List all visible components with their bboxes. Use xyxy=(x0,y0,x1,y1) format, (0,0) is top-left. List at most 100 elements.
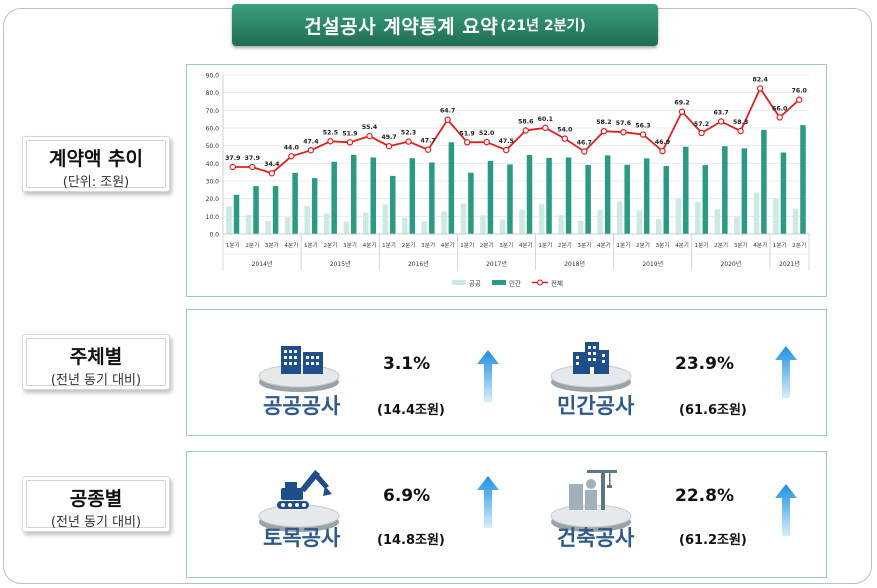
total-point xyxy=(346,139,354,146)
public-bar xyxy=(304,206,310,234)
total-series-line xyxy=(232,86,800,175)
total-point xyxy=(659,147,666,155)
total-data-label: 64.7 xyxy=(440,108,455,115)
y-tick-label: 30.0 xyxy=(206,179,220,186)
y-tick-label: 10.0 xyxy=(206,214,220,221)
private-bar xyxy=(311,178,318,234)
pedestal-icon xyxy=(258,504,340,532)
pedestal-icon xyxy=(550,504,632,532)
year-label: 2014년 xyxy=(252,260,273,268)
private-bar xyxy=(292,172,298,234)
page-subtitle: (21년 2분기) xyxy=(500,18,586,34)
total-data-label: 37.9 xyxy=(245,155,260,162)
public-bar xyxy=(421,221,428,234)
private-bar xyxy=(780,152,787,234)
legend-total-label: 전체 xyxy=(551,279,563,288)
trend-unit: (단위: 조원) xyxy=(62,175,130,190)
y-tick-label: 50.0 xyxy=(206,143,220,150)
public-works-amount: (14.4조원) xyxy=(377,403,445,418)
y-tick-label: 60.0 xyxy=(206,126,220,133)
public-bar xyxy=(636,210,642,234)
total-point xyxy=(561,135,569,142)
total-data-label: 60.1 xyxy=(538,116,553,123)
private-bar xyxy=(702,165,709,234)
x-tick-label: 1분기 xyxy=(304,241,318,249)
x-tick-label: 3분기 xyxy=(656,241,670,249)
type-sub: (전년 동기 대비) xyxy=(50,515,142,530)
public-bar xyxy=(695,201,701,234)
x-tick-label: 3분기 xyxy=(265,241,279,249)
total-data-label: 44.0 xyxy=(284,144,300,151)
x-tick-label: 2분기 xyxy=(324,241,338,249)
private-bar xyxy=(663,165,669,234)
x-tick-label: 2분기 xyxy=(792,241,806,249)
up-arrow-icon xyxy=(775,484,797,536)
building-works-name: 건축공사 xyxy=(557,526,635,550)
total-data-label: 49.7 xyxy=(381,134,396,141)
private-bar xyxy=(683,146,689,234)
total-data-label: 57.6 xyxy=(616,120,631,127)
total-data-label: 37.9 xyxy=(225,155,240,162)
private-bar xyxy=(390,175,396,234)
public-works-pct: 3.1% xyxy=(383,354,431,374)
private-bar xyxy=(624,164,630,234)
public-bar xyxy=(538,203,545,234)
private-bar xyxy=(233,194,240,234)
trend-label: 계약액 추이 xyxy=(48,148,143,170)
public-bar xyxy=(597,209,603,234)
total-point xyxy=(776,114,783,121)
total-point xyxy=(327,138,334,145)
excavator-icon xyxy=(277,470,332,509)
x-tick-label: 4분기 xyxy=(519,241,533,249)
public-bar xyxy=(616,201,623,234)
legend-public-label: 공공 xyxy=(469,280,481,288)
total-data-label: 47.5 xyxy=(499,138,514,145)
x-tick-label: 3분기 xyxy=(421,241,435,249)
x-tick-label: 1분기 xyxy=(382,241,396,249)
total-point xyxy=(483,138,490,146)
public-bar xyxy=(323,213,330,234)
private-bar xyxy=(487,160,494,234)
x-tick-label: 4분기 xyxy=(284,241,298,249)
total-point xyxy=(639,131,647,138)
total-data-label: 51.9 xyxy=(460,130,475,137)
legend-public-swatch xyxy=(452,280,466,285)
total-data-label: 58.6 xyxy=(518,118,533,125)
public-bar xyxy=(343,221,349,234)
total-data-label: 76.0 xyxy=(792,88,808,95)
private-bar xyxy=(741,148,748,234)
public-bar xyxy=(480,215,486,234)
y-tick-label: 80.0 xyxy=(206,90,220,97)
up-arrow-icon xyxy=(477,350,499,402)
total-point xyxy=(737,127,744,135)
total-data-label: 58.3 xyxy=(733,119,748,126)
year-label: 2016년 xyxy=(408,260,429,268)
total-point xyxy=(581,148,588,155)
subject-sub: (전년 동기 대비) xyxy=(50,373,142,388)
total-data-label: 52.3 xyxy=(401,130,416,137)
private-bar xyxy=(604,155,611,234)
public-bar xyxy=(499,219,506,234)
y-tick-label: 0.0 xyxy=(209,232,219,239)
total-point xyxy=(288,153,295,160)
subject-label-box: 주체별 (전년 동기 대비) xyxy=(22,334,170,390)
total-data-label: 46.7 xyxy=(577,139,592,146)
private-bar xyxy=(468,172,474,234)
public-bar xyxy=(753,192,760,234)
year-label: 2015년 xyxy=(330,260,351,268)
type-label-box: 공종별 (전년 동기 대비) xyxy=(22,476,170,532)
total-data-label: 55.4 xyxy=(362,124,378,131)
private-bar xyxy=(370,157,376,234)
building-works-amount: (61.2조원) xyxy=(679,533,747,548)
total-data-label: 57.2 xyxy=(694,121,709,128)
y-tick-label: 40.0 xyxy=(206,161,220,168)
private-bar xyxy=(507,164,513,234)
private-bar xyxy=(429,162,435,234)
x-tick-label: 1분기 xyxy=(773,241,787,249)
x-tick-label: 2분기 xyxy=(558,241,572,249)
total-point xyxy=(229,163,236,171)
x-tick-label: 3분기 xyxy=(577,241,591,249)
private-bar xyxy=(722,146,728,234)
public-bar xyxy=(265,221,271,234)
private-bar xyxy=(546,157,552,234)
